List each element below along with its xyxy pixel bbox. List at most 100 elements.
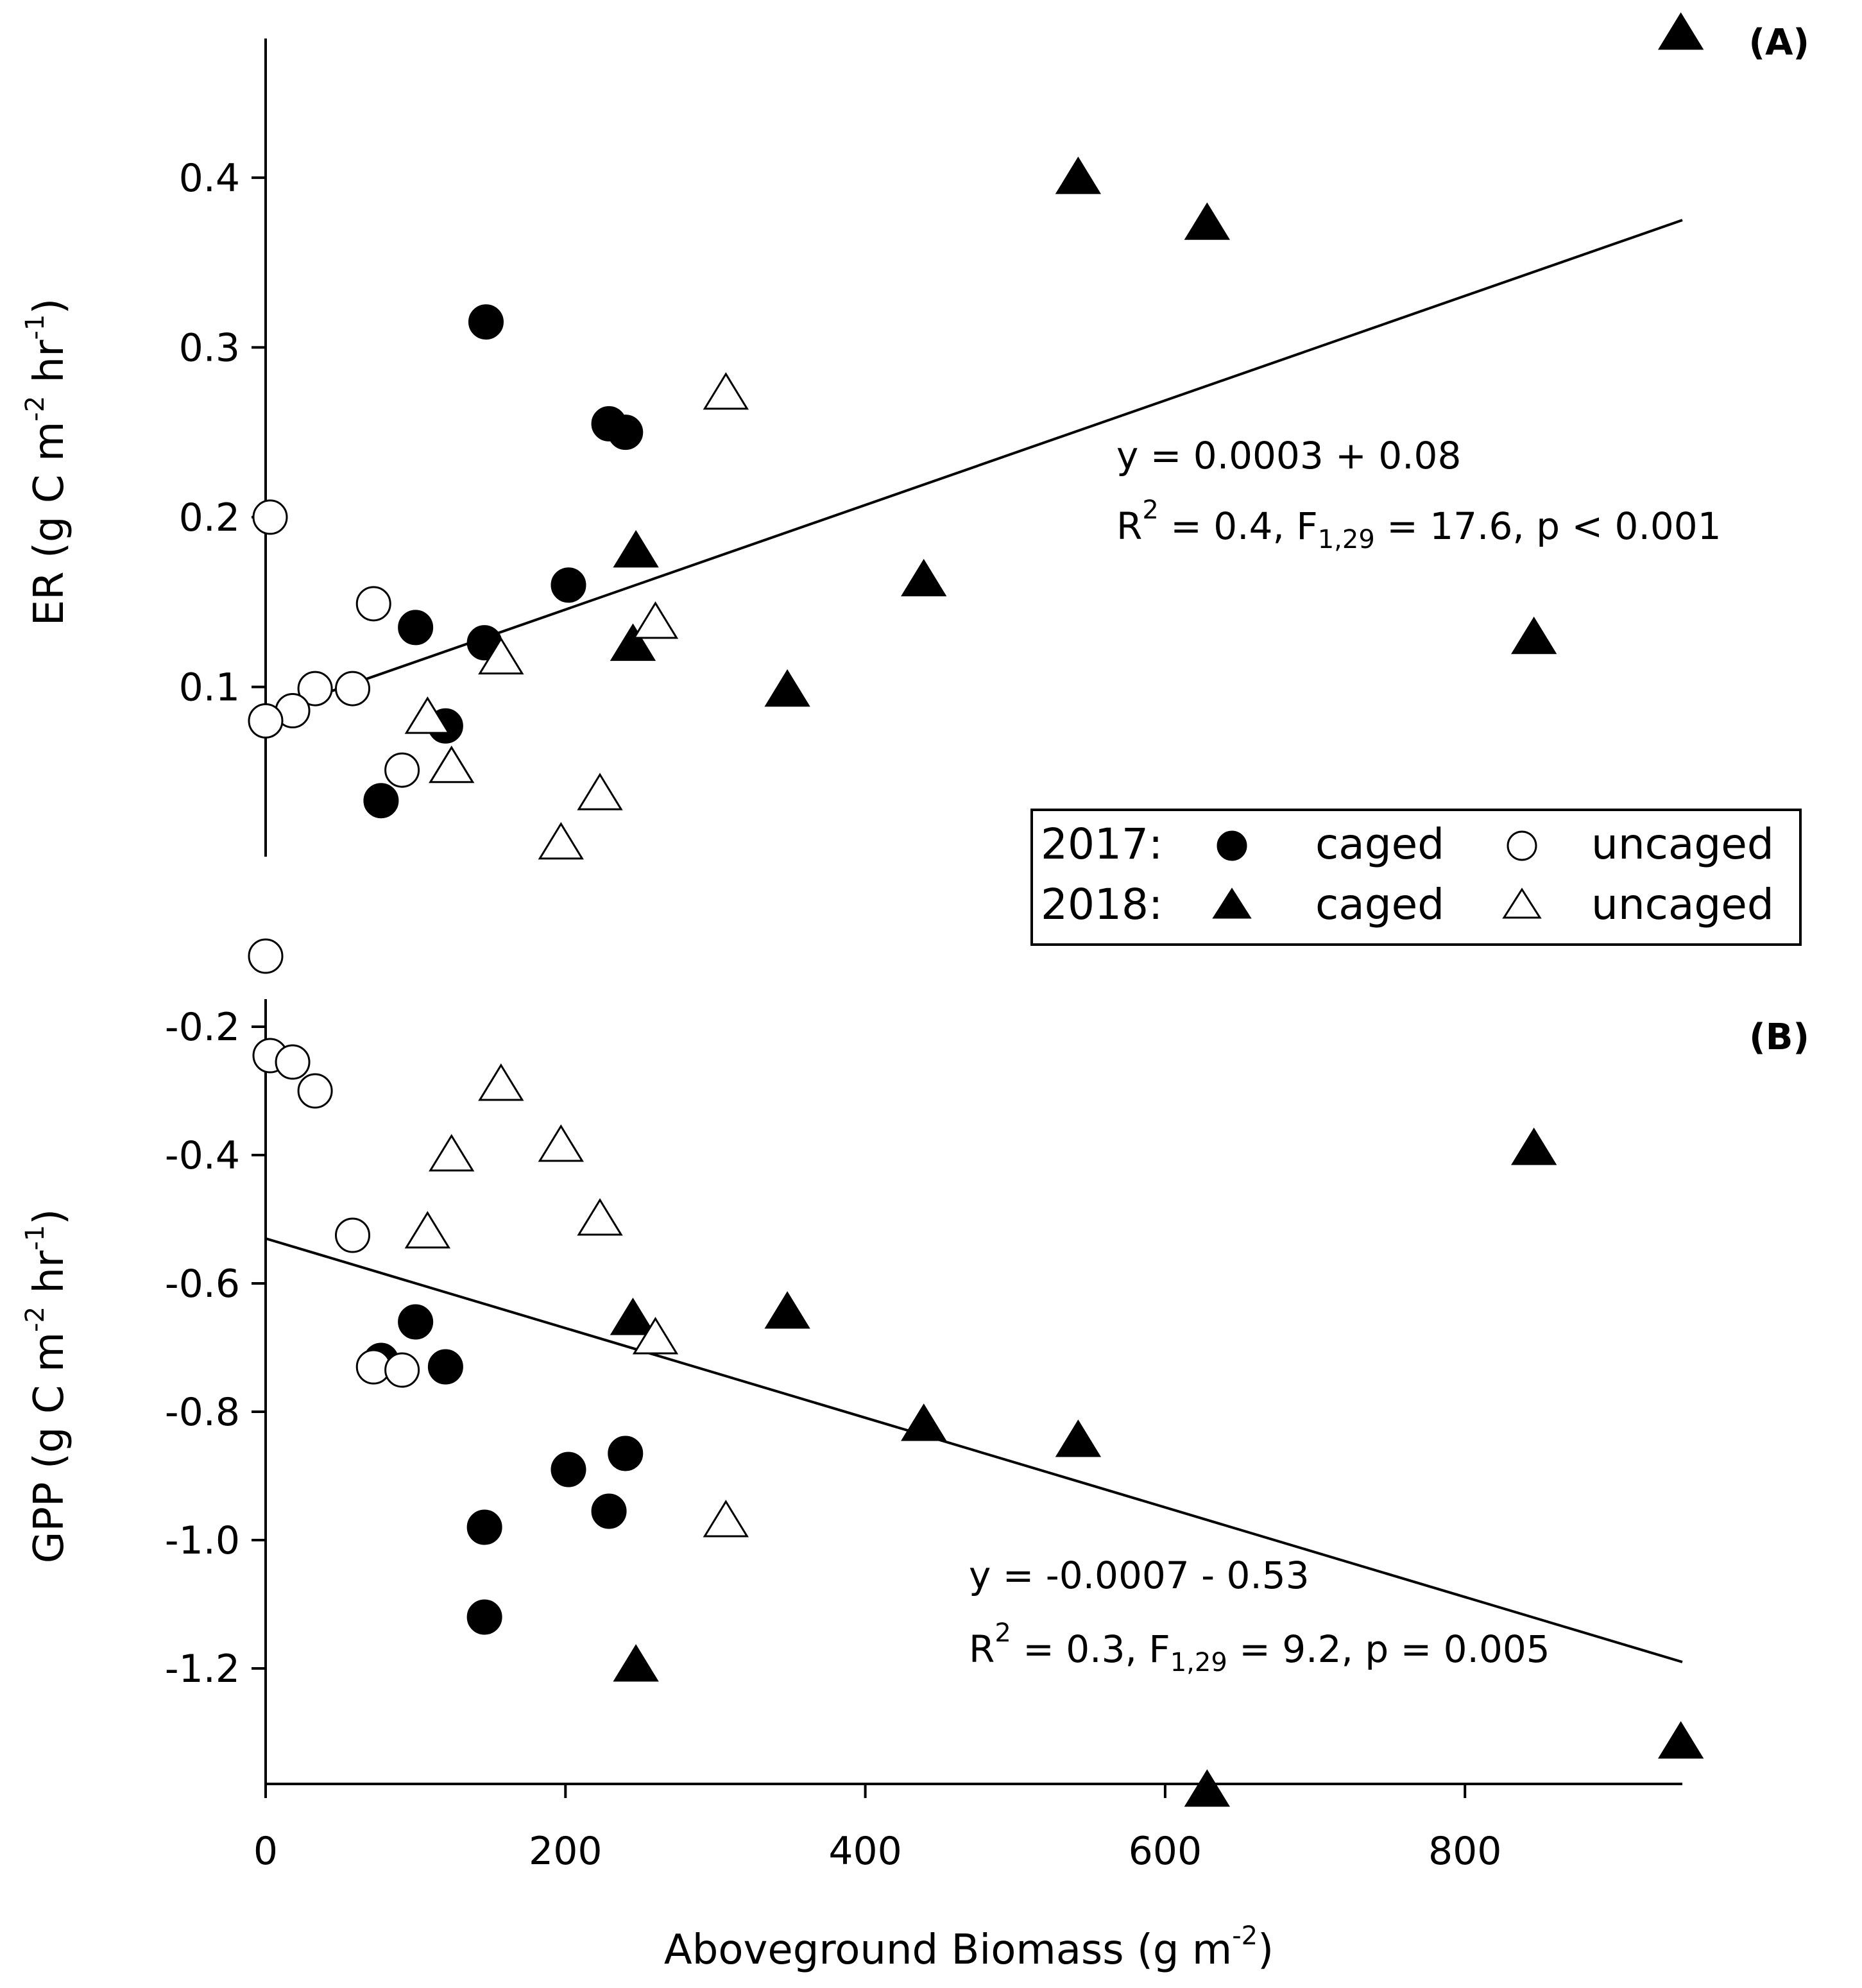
panel-a-2017-uncaged-point xyxy=(252,499,288,535)
panel-b-y-label: GPP (g C m-2 hr-1) xyxy=(21,1209,73,1563)
panel-b-2017-uncaged-point xyxy=(275,1044,311,1080)
panel-a-2017-uncaged-point xyxy=(355,586,391,622)
panel-a-2018-uncaged-point xyxy=(429,745,475,784)
panel-b: -0.2 -0.4 -0.6 -0.8 -1.0 -1.2 0 200 400 600 800 (… xyxy=(21,938,1809,1974)
panel-b-2017-caged-point xyxy=(608,1435,644,1471)
panel-a-2018-caged-point xyxy=(901,558,947,597)
panel-a-label: (A) xyxy=(1748,22,1809,64)
panel-a-points xyxy=(248,12,1704,860)
legend-2018-caged-label: caged xyxy=(1315,880,1444,929)
legend-2017-uncaged-marker xyxy=(1507,830,1537,861)
legend-box xyxy=(1030,809,1802,946)
panel-b-y-tick-label: -0.6 xyxy=(165,1262,240,1307)
x-axis-label-base: Aboveground Biomass (g m xyxy=(664,1926,1232,1974)
panel-a-y-label-e2: -1 xyxy=(21,314,50,340)
panel-b-2018-uncaged-point xyxy=(478,1063,524,1101)
panel-a-y-ticks: 0.1 0.2 0.3 0.4 xyxy=(179,156,266,710)
panel-a-2018-uncaged-point xyxy=(703,372,749,410)
panel-a-y-label-a: ER (g C m xyxy=(26,422,73,626)
panel-a-2018-caged-point xyxy=(1184,202,1231,240)
panel-b-2017-caged-point xyxy=(466,1599,502,1635)
panel-a-stats-r: R xyxy=(1116,504,1142,548)
panel-a-2017-caged-point xyxy=(468,304,504,340)
panel-b-y-label-e2: -1 xyxy=(21,1225,50,1251)
panel-b-label: (B) xyxy=(1749,1016,1809,1058)
panel-b-x-ticks: 0 200 400 600 800 xyxy=(253,1784,1501,1874)
panel-b-2018-uncaged-point xyxy=(703,1500,749,1538)
panel-b-2018-caged-point xyxy=(1511,1127,1557,1165)
panel-b-2017-uncaged-point xyxy=(384,1352,420,1388)
panel-a-y-label-e1: -2 xyxy=(21,396,50,422)
panel-a-y-tick-label: 0.4 xyxy=(179,156,240,201)
panel-b-2018-caged-point xyxy=(610,1298,656,1335)
panel-b-y-tick-label: -0.8 xyxy=(165,1390,240,1435)
legend-2017-caged-label: caged xyxy=(1315,819,1444,869)
panel-b-2018-uncaged-point xyxy=(429,1134,475,1172)
panel-b-points xyxy=(248,938,1704,1807)
panel-b-y-tick-label: -0.4 xyxy=(165,1133,240,1178)
legend-2017-uncaged-label: uncaged xyxy=(1591,819,1774,869)
panel-b-stats: R2 = 0.3, F1,29 = 9.2, p = 0.005 xyxy=(969,1618,1550,1677)
panel-a-fit-line xyxy=(265,219,1683,716)
panel-a-stats-tail: = 17.6, p < 0.001 xyxy=(1375,504,1721,548)
panel-a-2017-caged-point xyxy=(363,783,399,819)
panel-a-y-tick-label: 0.3 xyxy=(179,325,240,370)
panel-b-y-tick-label: -0.2 xyxy=(165,1005,240,1050)
panel-a-2018-uncaged-point xyxy=(632,601,679,639)
legend: 2017: caged uncaged 2018: caged uncaged xyxy=(1030,809,1802,946)
legend-2018-caged-marker xyxy=(1212,887,1252,919)
panel-a-2018-caged-point xyxy=(1657,12,1704,50)
x-axis-label: Aboveground Biomass (g m-2) xyxy=(664,1921,1274,1974)
panel-b-2018-uncaged-point xyxy=(577,1198,623,1236)
panel-a-2017-caged-point xyxy=(398,610,434,646)
panel-a-2018-caged-point xyxy=(1055,156,1102,194)
panel-b-stats-tail: = 9.2, p = 0.005 xyxy=(1227,1627,1550,1671)
panel-b-2017-caged-point xyxy=(427,1349,463,1385)
panel-a-y-tick-label: 0.1 xyxy=(179,665,240,710)
panel-b-2018-caged-point xyxy=(901,1403,947,1441)
x-axis-label-exp: -2 xyxy=(1232,1921,1258,1951)
panel-b-fit-line xyxy=(265,1237,1683,1663)
panel-a-2018-caged-point xyxy=(1511,616,1557,655)
panel-a-2018-uncaged-point xyxy=(478,637,524,674)
panel-a-equation: y = 0.0003 + 0.08 xyxy=(1116,434,1461,477)
legend-2018-uncaged-label: uncaged xyxy=(1591,880,1774,929)
panel-b-y-label-a: GPP (g C m xyxy=(26,1332,73,1563)
panel-b-2018-caged-point xyxy=(1055,1419,1102,1457)
panel-b-2018-uncaged-point xyxy=(632,1317,679,1355)
panel-b-stats-r-exp: 2 xyxy=(995,1618,1011,1648)
panel-b-2018-caged-point xyxy=(613,1644,659,1682)
panel-b-2017-caged-point xyxy=(466,1509,502,1545)
panel-a-y-label-c: ) xyxy=(26,298,73,314)
panel-a-stats-r-exp: 2 xyxy=(1142,495,1158,525)
panel-b-2018-caged-point xyxy=(764,1291,810,1329)
x-tick-label: 400 xyxy=(828,1829,902,1874)
panel-b-y-label-c: ) xyxy=(26,1209,73,1225)
panel-a-2018-caged-point xyxy=(610,623,656,661)
legend-year-2018: 2018: xyxy=(1041,880,1163,929)
panel-b-y-tick-label: -1.2 xyxy=(165,1647,240,1692)
panel-a-2017-uncaged-point xyxy=(248,703,284,739)
panel-a-2017-caged-point xyxy=(608,415,644,450)
panel-b-y-ticks: -0.2 -0.4 -0.6 -0.8 -1.0 -1.2 xyxy=(165,1005,266,1692)
panel-b-2017-caged-point xyxy=(398,1304,434,1340)
panel-a-stats: R2 = 0.4, F1,29 = 17.6, p < 0.001 xyxy=(1116,495,1721,554)
legend-year-2017: 2017: xyxy=(1041,819,1163,869)
panel-a-2017-uncaged-point xyxy=(384,752,420,788)
x-tick-label: 200 xyxy=(529,1829,602,1874)
panel-b-2018-caged-point xyxy=(1184,1769,1231,1807)
panel-b-2017-uncaged-point xyxy=(248,938,284,974)
panel-b-2017-caged-point xyxy=(551,1452,586,1487)
panel-a: 0.1 0.2 0.3 0.4 (A) y = 0.0003 + 0.08 R2 = … xyxy=(21,12,1809,860)
panel-a-y-label: ER (g C m-2 hr-1) xyxy=(21,298,73,626)
panel-a-2017-uncaged-point xyxy=(297,671,333,707)
x-tick-label: 600 xyxy=(1129,1829,1202,1874)
legend-2018-uncaged-marker xyxy=(1502,887,1542,919)
panel-b-y-tick-label: -1.0 xyxy=(165,1518,240,1563)
panel-b-2017-uncaged-point xyxy=(297,1073,333,1109)
panel-a-y-tick-label: 0.2 xyxy=(179,495,240,540)
panel-b-2017-caged-point xyxy=(591,1493,627,1529)
panel-a-2018-uncaged-point xyxy=(577,773,623,810)
legend-2017-caged-marker xyxy=(1217,830,1247,861)
